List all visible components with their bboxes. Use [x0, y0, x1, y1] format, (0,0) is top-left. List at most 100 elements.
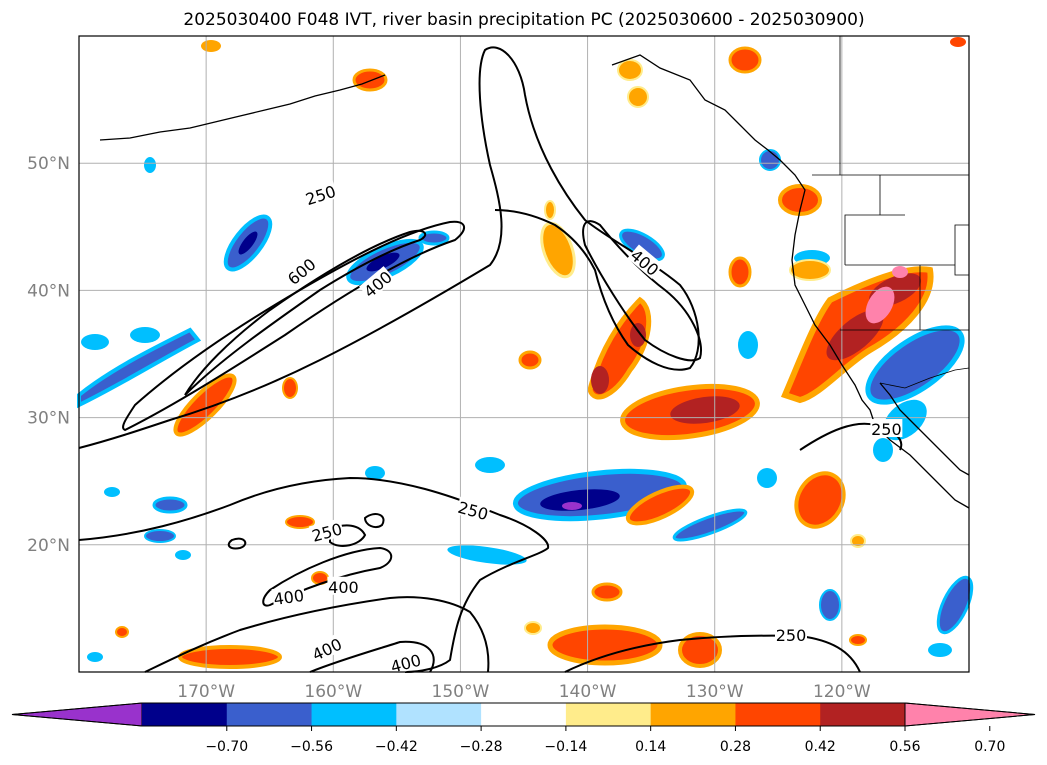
latitude-tick-label: 20°N	[27, 536, 70, 556]
negative-precip-region	[418, 230, 450, 246]
positive-precip-region	[617, 59, 643, 81]
negative-precip-region	[865, 325, 965, 405]
positive-precip-region	[544, 200, 556, 220]
positive-precip-region	[115, 626, 129, 638]
contour-label-mask	[282, 253, 319, 288]
coastline-baja-gulf	[879, 382, 970, 476]
graticule	[79, 36, 969, 672]
contour-label-mask	[302, 180, 339, 208]
negative-precip-region	[672, 508, 748, 542]
latitude-tick-labels: 20°N 30°N 40°N 50°N	[27, 154, 70, 556]
negative-precip-region	[366, 252, 400, 272]
negative-precip-region	[738, 331, 758, 359]
negative-precip-region	[144, 157, 156, 173]
longitude-tick-label: 170°W	[177, 682, 235, 702]
positive-precip-region	[892, 266, 908, 278]
ivt-contour-400	[122, 220, 465, 432]
positive-precip-region	[591, 366, 609, 394]
ivt-contour-250	[78, 46, 700, 449]
positive-precip-region	[524, 621, 542, 635]
colorbar-tick-label: 0.42	[805, 739, 836, 755]
precipitation-pc-shading	[77, 37, 974, 669]
ivt-contour-250	[78, 476, 550, 673]
contour-label-mask	[308, 518, 345, 544]
colorbar-tick-label: 0.28	[720, 739, 751, 755]
negative-precip-region	[175, 550, 191, 560]
contour-label-mask	[327, 576, 360, 595]
latitude-tick-label: 50°N	[27, 154, 70, 174]
ivt-contour-250	[144, 596, 490, 673]
positive-precip-region	[625, 484, 695, 526]
positive-precip-region	[849, 634, 867, 646]
ivt-contour-600	[184, 229, 427, 396]
negative-precip-region	[144, 529, 176, 543]
longitude-tick-labels: 170°W 160°W 150°W 140°W 130°W 120°W	[177, 682, 871, 702]
figure-title: 2025030400 F048 IVT, river basin precipi…	[183, 10, 864, 30]
longitude-tick-label: 150°W	[432, 682, 490, 702]
colorbar-extend-high	[904, 702, 1036, 727]
negative-precip-region	[152, 496, 188, 514]
positive-precip-region	[173, 373, 237, 437]
ivt-contour-400	[363, 513, 385, 528]
colorbar-segment	[311, 703, 397, 726]
us-mexico-border	[879, 367, 970, 389]
coastlines	[99, 54, 970, 509]
colorbar-tick-label: 0.56	[889, 739, 920, 755]
positive-precip-region	[670, 396, 740, 424]
ivt-contour-400	[582, 220, 702, 362]
positive-precip-region	[728, 256, 752, 288]
contour-label-mask	[455, 496, 492, 523]
positive-precip-region	[285, 515, 315, 529]
negative-precip-region	[87, 652, 103, 662]
contour-label: 400	[272, 586, 305, 609]
colorbar-segment	[226, 703, 313, 726]
ivt-contour-250	[564, 634, 861, 673]
contour-label-mask	[870, 419, 903, 438]
latitude-tick-label: 40°N	[27, 281, 70, 301]
contour-label-mask	[387, 649, 424, 675]
positive-precip-region	[850, 534, 866, 548]
political-borders	[812, 36, 970, 389]
positive-precip-region	[178, 645, 282, 669]
positive-precip-region	[728, 46, 762, 74]
negative-precip-region	[540, 489, 620, 511]
negative-precip-region	[757, 468, 777, 488]
colorbar-outline	[11, 702, 1036, 727]
positive-precip-region	[778, 184, 822, 216]
negative-precip-region	[130, 327, 160, 343]
colorbar-segment	[565, 703, 652, 726]
positive-precip-region	[518, 350, 542, 370]
colorbar-extend-low	[11, 702, 143, 727]
contour-label-mask	[308, 633, 345, 664]
colorbar-tick-label: 0.14	[635, 739, 666, 755]
ivt-contour-400	[329, 524, 367, 547]
longitude-tick-label: 130°W	[686, 682, 744, 702]
colorbar: −0.70 −0.56 −0.42 −0.28 −0.14 0.14 0.28 0.42 0.5…	[11, 702, 1036, 755]
map-frame	[78, 35, 970, 673]
positive-precip-region	[540, 221, 576, 279]
positive-precip-region	[950, 37, 966, 47]
negative-precip-region	[81, 334, 109, 350]
colorbar-segment	[396, 703, 482, 726]
negative-precip-region	[928, 643, 952, 657]
positive-precip-region	[627, 86, 649, 108]
positive-precip-region	[678, 632, 722, 668]
negative-precip-region	[759, 149, 781, 171]
positive-precip-region	[794, 471, 846, 529]
colorbar-segments	[11, 702, 1036, 727]
ivt-contour-400	[227, 537, 247, 550]
contour-label: 400	[328, 578, 359, 597]
longitude-tick-label: 140°W	[559, 682, 617, 702]
negative-precip-region	[104, 487, 120, 497]
positive-precip-region	[282, 377, 298, 399]
contour-label-mask	[271, 584, 306, 608]
negative-precip-region	[77, 327, 202, 409]
coastline-alaska	[99, 74, 386, 141]
positive-precip-region	[352, 68, 388, 92]
positive-precip-region	[547, 624, 663, 666]
positive-precip-region	[630, 323, 646, 347]
contour-label: 250	[776, 626, 807, 645]
colorbar-tick-label: −0.56	[290, 739, 333, 755]
